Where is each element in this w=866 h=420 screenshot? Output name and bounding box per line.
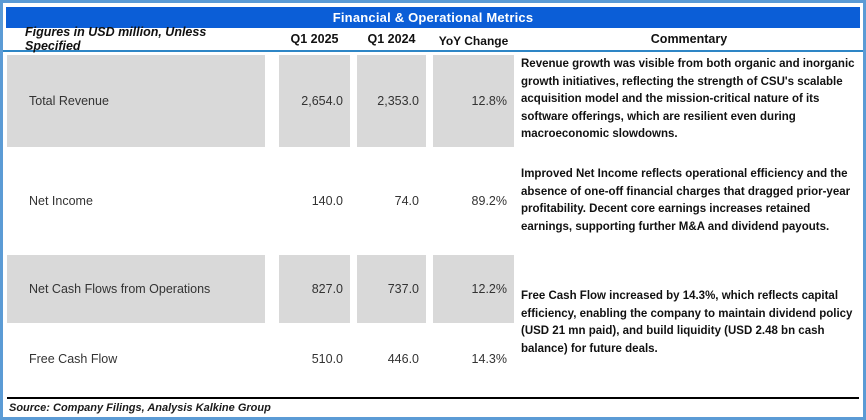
value-q1-2025: 140.0 bbox=[311, 194, 343, 208]
value-q1-2025: 2,654.0 bbox=[279, 55, 350, 147]
column-gap bbox=[426, 55, 433, 147]
column-gap bbox=[514, 147, 521, 255]
table-row-total-revenue: Total Revenue 2,654.0 2,353.0 12.8% bbox=[3, 55, 863, 147]
metric-label: Net Income bbox=[29, 194, 93, 208]
commentary-spacer bbox=[521, 147, 857, 255]
column-gap bbox=[265, 147, 279, 255]
metric-label: Net Cash Flows from Operations bbox=[7, 255, 265, 323]
value-q1-2024: 74.0 bbox=[394, 194, 419, 208]
commentary-spacer bbox=[521, 255, 857, 323]
commentary-spacer bbox=[521, 55, 857, 147]
footer-divider bbox=[7, 397, 859, 399]
column-gap bbox=[514, 323, 521, 395]
metric-label: Free Cash Flow bbox=[29, 352, 118, 366]
header-q1-2024: Q1 2024 bbox=[367, 32, 416, 46]
column-gap bbox=[350, 147, 357, 255]
column-header-row: Figures in USD million, Unless Specified… bbox=[3, 25, 863, 53]
column-gap bbox=[265, 323, 279, 395]
table-row-net-income: Net Income 140.0 74.0 89.2% bbox=[3, 147, 863, 255]
header-figures-label: Figures in USD million, Unless Specified bbox=[25, 25, 207, 53]
value-yoy-change: 14.3% bbox=[471, 352, 507, 366]
table-title-bar: Financial & Operational Metrics bbox=[6, 7, 860, 28]
column-gap bbox=[426, 255, 433, 323]
header-q1-2025: Q1 2025 bbox=[290, 32, 339, 46]
source-note: Source: Company Filings, Analysis Kalkin… bbox=[9, 402, 271, 414]
column-gap bbox=[426, 147, 433, 255]
commentary-spacer bbox=[521, 323, 857, 395]
metric-label: Total Revenue bbox=[7, 55, 265, 147]
column-gap bbox=[350, 255, 357, 323]
value-q1-2024: 737.0 bbox=[357, 255, 426, 323]
value-q1-2024: 446.0 bbox=[387, 352, 419, 366]
value-yoy-change: 89.2% bbox=[471, 194, 507, 208]
column-gap bbox=[514, 55, 521, 147]
column-gap bbox=[514, 255, 521, 323]
value-yoy-change: 12.8% bbox=[433, 55, 514, 147]
column-gap bbox=[350, 323, 357, 395]
column-gap bbox=[350, 55, 357, 147]
table-row-free-cash-flow: Free Cash Flow 510.0 446.0 14.3% bbox=[3, 323, 863, 395]
table-body: Total Revenue 2,654.0 2,353.0 12.8% Net … bbox=[3, 52, 863, 395]
value-q1-2025: 827.0 bbox=[279, 255, 350, 323]
value-yoy-change: 12.2% bbox=[433, 255, 514, 323]
table-row-net-cash-flows: Net Cash Flows from Operations 827.0 737… bbox=[3, 255, 863, 323]
value-q1-2025: 510.0 bbox=[311, 352, 343, 366]
value-q1-2024: 2,353.0 bbox=[357, 55, 426, 147]
header-yoy-change: YoY Change bbox=[438, 34, 509, 48]
column-gap bbox=[265, 55, 279, 147]
column-gap bbox=[265, 255, 279, 323]
column-gap bbox=[426, 323, 433, 395]
table-title: Financial & Operational Metrics bbox=[332, 10, 534, 25]
header-commentary: Commentary bbox=[650, 32, 728, 46]
